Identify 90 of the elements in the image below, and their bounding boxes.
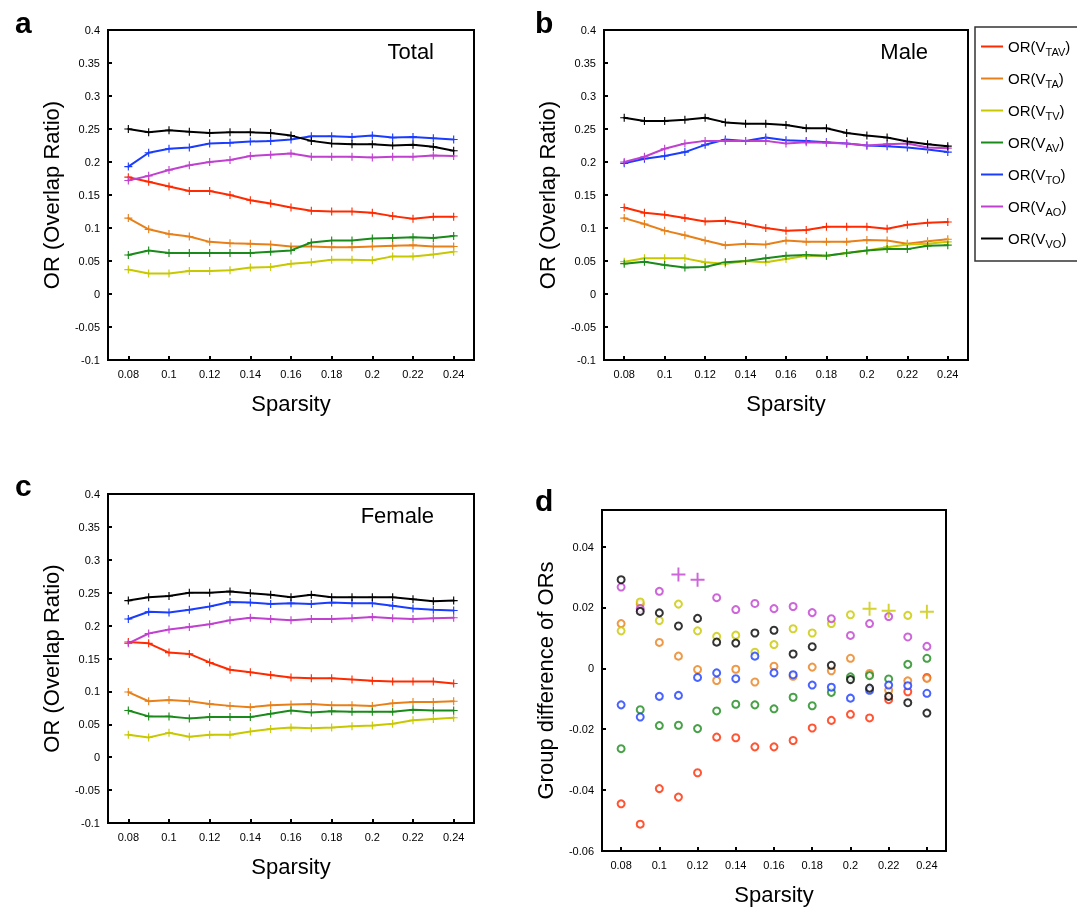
x-tick-label: 0.2 xyxy=(364,367,380,380)
y-tick-label: 0.4 xyxy=(580,24,596,36)
y-tick-label: -0.04 xyxy=(568,784,594,797)
y-axis-title: OR (Overlap Ratio) xyxy=(534,100,560,290)
x-tick-label: 0.16 xyxy=(280,830,302,843)
y-tick-label: -0.06 xyxy=(568,845,594,857)
y-tick-label: 0.04 xyxy=(572,540,594,553)
x-tick-label: 0.16 xyxy=(280,367,302,380)
x-tick-label: 0.14 xyxy=(239,367,262,380)
y-tick-label: 0.05 xyxy=(78,718,100,731)
y-tick-label: 0.05 xyxy=(574,255,596,267)
y-tick-label: 0.1 xyxy=(84,685,100,698)
annotation: Female xyxy=(360,502,434,528)
x-tick-label: 0.12 xyxy=(198,830,221,843)
y-tick-label: 0.15 xyxy=(574,189,596,201)
y-tick-label: 0.02 xyxy=(572,601,594,614)
x-tick-label: 0.18 xyxy=(320,367,343,380)
x-tick-label: 0.16 xyxy=(775,367,797,380)
x-tick-label: 0.12 xyxy=(686,858,709,871)
x-tick-label: 0.12 xyxy=(198,367,221,380)
y-tick-label: -0.1 xyxy=(577,354,596,366)
y-tick-label: 0.4 xyxy=(84,24,100,36)
x-tick-label: 0.12 xyxy=(694,367,716,380)
y-tick-label: 0.15 xyxy=(78,652,100,665)
x-tick-label: 0.22 xyxy=(877,858,900,871)
y-tick-label: 0.35 xyxy=(78,520,100,533)
y-tick-label: -0.1 xyxy=(81,354,100,366)
x-tick-label: 0.2 xyxy=(364,830,380,843)
annotation: Male xyxy=(880,38,928,64)
y-axis-title: OR (Overlap Ratio) xyxy=(38,564,64,753)
y-tick-label: -0.02 xyxy=(568,723,594,736)
y-tick-label: 0 xyxy=(587,662,594,675)
x-tick-label: 0.24 xyxy=(442,830,465,843)
x-tick-label: 0.08 xyxy=(117,367,140,380)
y-tick-label: -0.05 xyxy=(570,321,596,333)
x-axis-title: Sparsity xyxy=(734,881,814,907)
x-axis-title: Sparsity xyxy=(746,390,826,416)
x-axis-title: Sparsity xyxy=(251,853,331,879)
y-tick-label: 0 xyxy=(93,288,100,300)
y-tick-label: 0.2 xyxy=(580,156,596,168)
y-tick-label: 0.2 xyxy=(84,619,100,632)
y-tick-label: 0.3 xyxy=(580,90,596,102)
y-axis-title: OR (Overlap Ratio) xyxy=(38,100,64,290)
y-tick-label: -0.05 xyxy=(74,784,100,797)
chart-title: b xyxy=(535,5,554,39)
chart-title: c xyxy=(15,468,32,502)
y-tick-label: 0.35 xyxy=(574,57,596,69)
x-tick-label: 0.18 xyxy=(815,367,838,380)
y-tick-label: 0.35 xyxy=(78,57,100,69)
y-tick-label: 0.05 xyxy=(78,255,100,267)
y-tick-label: 0.25 xyxy=(574,123,596,135)
x-tick-label: 0.14 xyxy=(725,858,747,871)
y-tick-label: 0.4 xyxy=(84,488,100,500)
x-tick-label: 0.22 xyxy=(402,830,424,843)
x-tick-label: 0.2 xyxy=(859,367,875,380)
y-tick-label: 0 xyxy=(589,288,596,300)
y-tick-label: -0.1 xyxy=(81,817,100,829)
x-tick-label: 0.08 xyxy=(610,858,632,871)
y-tick-label: 0.1 xyxy=(84,222,100,234)
chart-title: d xyxy=(535,483,554,517)
x-axis-title: Sparsity xyxy=(251,390,331,416)
y-tick-label: 0.2 xyxy=(84,156,100,168)
y-axis-title: Group difference of ORs xyxy=(532,561,558,800)
annotation: Total xyxy=(387,38,435,64)
chart-title: a xyxy=(15,5,32,39)
x-tick-label: 0.2 xyxy=(842,858,859,871)
x-tick-label: 0.14 xyxy=(239,830,262,843)
y-tick-label: 0.3 xyxy=(84,90,100,102)
y-tick-label: 0.25 xyxy=(78,586,100,599)
y-tick-label: 0 xyxy=(93,751,100,764)
x-tick-label: 0.24 xyxy=(442,367,465,380)
x-tick-label: 0.14 xyxy=(734,367,757,380)
x-tick-label: 0.16 xyxy=(763,858,785,871)
x-tick-label: 0.18 xyxy=(320,830,343,843)
x-tick-label: 0.08 xyxy=(613,367,635,380)
x-tick-label: 0.18 xyxy=(801,858,823,871)
y-tick-label: 0.15 xyxy=(78,189,100,201)
y-tick-label: 0.1 xyxy=(580,222,596,234)
x-tick-label: 0.1 xyxy=(651,858,667,871)
y-tick-label: 0.3 xyxy=(84,553,100,566)
x-tick-label: 0.22 xyxy=(402,367,424,380)
x-tick-label: 0.1 xyxy=(161,367,177,380)
x-tick-label: 0.1 xyxy=(657,367,673,380)
x-tick-label: 0.22 xyxy=(896,367,919,380)
x-tick-label: 0.24 xyxy=(937,367,959,380)
y-tick-label: 0.25 xyxy=(78,123,100,135)
x-tick-label: 0.1 xyxy=(161,830,177,843)
y-tick-label: -0.05 xyxy=(74,321,100,333)
x-tick-label: 0.24 xyxy=(916,858,938,871)
x-tick-label: 0.08 xyxy=(117,830,140,843)
